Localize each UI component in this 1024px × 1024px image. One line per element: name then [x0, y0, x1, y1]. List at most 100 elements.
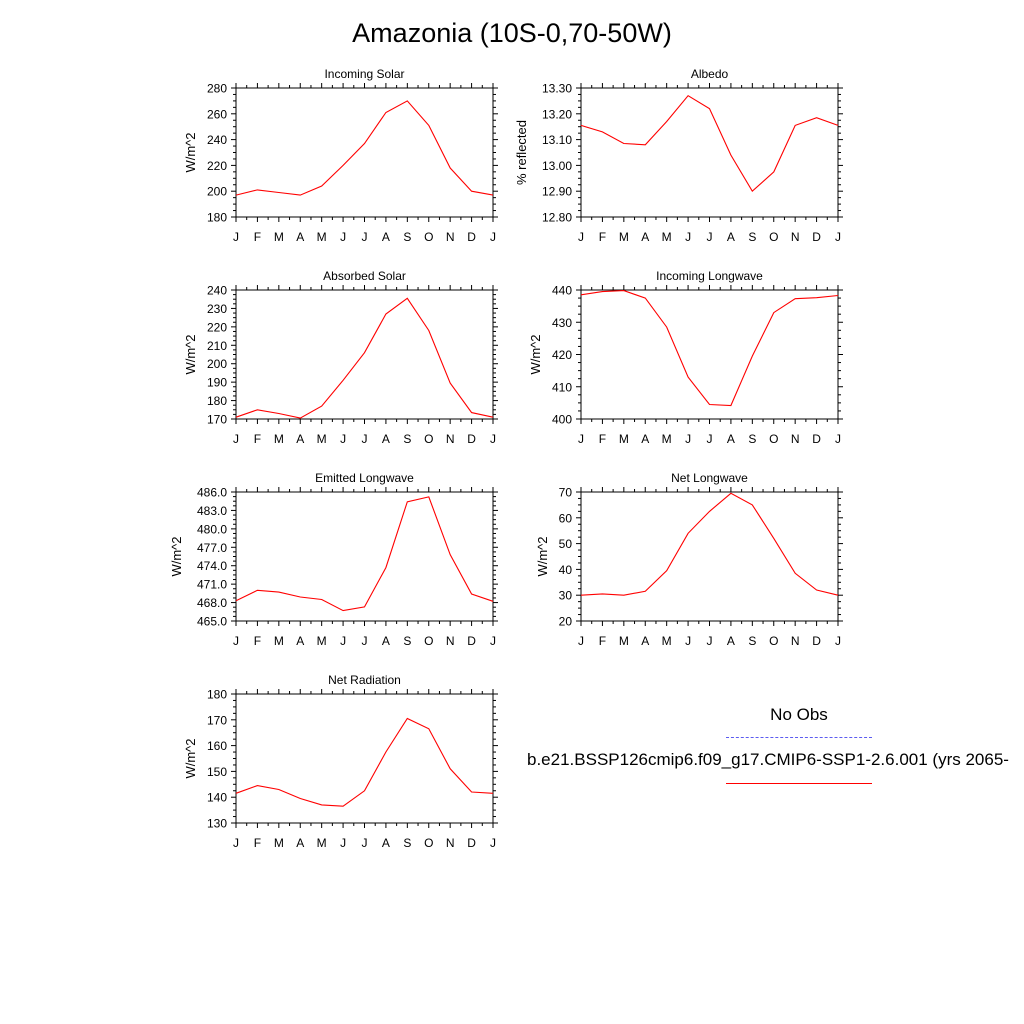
x-tick-label: F — [599, 634, 606, 648]
panel-title: Incoming Solar — [324, 67, 404, 81]
x-tick-label: A — [641, 634, 649, 648]
x-tick-label: O — [769, 230, 778, 244]
x-tick-label: A — [382, 634, 390, 648]
x-tick-label: O — [424, 230, 433, 244]
y-axis-label: % reflected — [514, 120, 529, 185]
y-tick-label: 12.90 — [542, 185, 572, 199]
x-tick-label: J — [835, 432, 841, 446]
x-tick-label: A — [641, 432, 649, 446]
panel-title: Incoming Longwave — [656, 269, 763, 283]
x-tick-label: J — [490, 634, 496, 648]
series-line — [580, 290, 839, 407]
y-tick-label: 420 — [552, 348, 572, 362]
x-tick-label: M — [274, 634, 284, 648]
x-tick-label: J — [490, 836, 496, 850]
y-tick-label: 483.0 — [197, 504, 227, 518]
y-tick-label: 230 — [207, 302, 227, 316]
y-tick-label: 20 — [559, 615, 573, 629]
y-tick-label: 200 — [207, 185, 227, 199]
x-tick-label: J — [685, 230, 691, 244]
x-tick-label: J — [578, 634, 584, 648]
y-tick-label: 410 — [552, 380, 572, 394]
y-tick-label: 70 — [559, 486, 573, 500]
x-tick-label: D — [467, 230, 476, 244]
x-tick-label: M — [317, 230, 327, 244]
x-tick-label: D — [467, 634, 476, 648]
x-tick-label: M — [317, 836, 327, 850]
panel-title: Net Longwave — [671, 471, 748, 485]
x-tick-label: F — [254, 432, 261, 446]
y-axis-label: W/m^2 — [528, 334, 543, 374]
x-tick-label: N — [791, 432, 800, 446]
x-tick-label: S — [403, 836, 411, 850]
y-tick-label: 170 — [207, 413, 227, 427]
x-tick-label: J — [362, 230, 368, 244]
x-tick-label: J — [707, 634, 713, 648]
y-axis-label: W/m^2 — [183, 334, 198, 374]
x-tick-label: D — [467, 836, 476, 850]
x-tick-label: A — [727, 230, 735, 244]
y-tick-label: 480.0 — [197, 522, 227, 536]
y-tick-label: 477.0 — [197, 541, 227, 555]
y-tick-label: 430 — [552, 316, 572, 330]
legend-case-swatch — [726, 783, 872, 784]
y-axis-label: W/m^2 — [183, 132, 198, 172]
plot-frame — [235, 693, 494, 824]
x-tick-label: J — [835, 230, 841, 244]
series-line — [235, 496, 494, 612]
x-tick-label: J — [490, 432, 496, 446]
x-tick-label: J — [362, 634, 368, 648]
x-tick-label: J — [578, 432, 584, 446]
x-tick-label: M — [274, 836, 284, 850]
y-tick-label: 180 — [207, 211, 227, 225]
y-tick-label: 30 — [559, 589, 573, 603]
series-line — [580, 492, 839, 596]
x-tick-label: S — [748, 230, 756, 244]
y-tick-label: 180 — [207, 394, 227, 408]
x-tick-label: O — [769, 432, 778, 446]
y-axis-label: W/m^2 — [535, 536, 550, 576]
x-tick-label: J — [578, 230, 584, 244]
x-tick-label: S — [748, 432, 756, 446]
x-tick-label: O — [424, 634, 433, 648]
y-tick-label: 170 — [207, 713, 227, 727]
x-tick-label: J — [340, 230, 346, 244]
x-tick-label: J — [685, 634, 691, 648]
x-tick-label: N — [446, 432, 455, 446]
y-tick-label: 486.0 — [197, 486, 227, 500]
legend-obs-label: No Obs — [770, 705, 828, 724]
x-tick-label: D — [812, 432, 821, 446]
y-tick-label: 13.20 — [542, 107, 572, 121]
x-tick-label: D — [812, 230, 821, 244]
y-tick-label: 474.0 — [197, 559, 227, 573]
y-tick-label: 140 — [207, 791, 227, 805]
y-tick-label: 220 — [207, 159, 227, 173]
x-tick-label: J — [362, 432, 368, 446]
y-tick-label: 440 — [552, 284, 572, 298]
x-tick-label: F — [254, 634, 261, 648]
y-tick-label: 280 — [207, 82, 227, 96]
panel-title: Emitted Longwave — [315, 471, 414, 485]
series-line — [235, 100, 494, 196]
y-tick-label: 260 — [207, 107, 227, 121]
y-tick-label: 150 — [207, 765, 227, 779]
x-tick-label: J — [340, 836, 346, 850]
plot-frame — [235, 87, 494, 218]
x-tick-label: A — [296, 230, 304, 244]
x-tick-label: J — [707, 432, 713, 446]
x-tick-label: A — [382, 230, 390, 244]
x-tick-label: J — [233, 836, 239, 850]
legend-obs-swatch — [726, 737, 872, 738]
plot-frame — [235, 491, 494, 622]
panel-title: Absorbed Solar — [323, 269, 406, 283]
panel-title: Albedo — [691, 67, 729, 81]
x-tick-label: M — [317, 634, 327, 648]
y-tick-label: 240 — [207, 133, 227, 147]
